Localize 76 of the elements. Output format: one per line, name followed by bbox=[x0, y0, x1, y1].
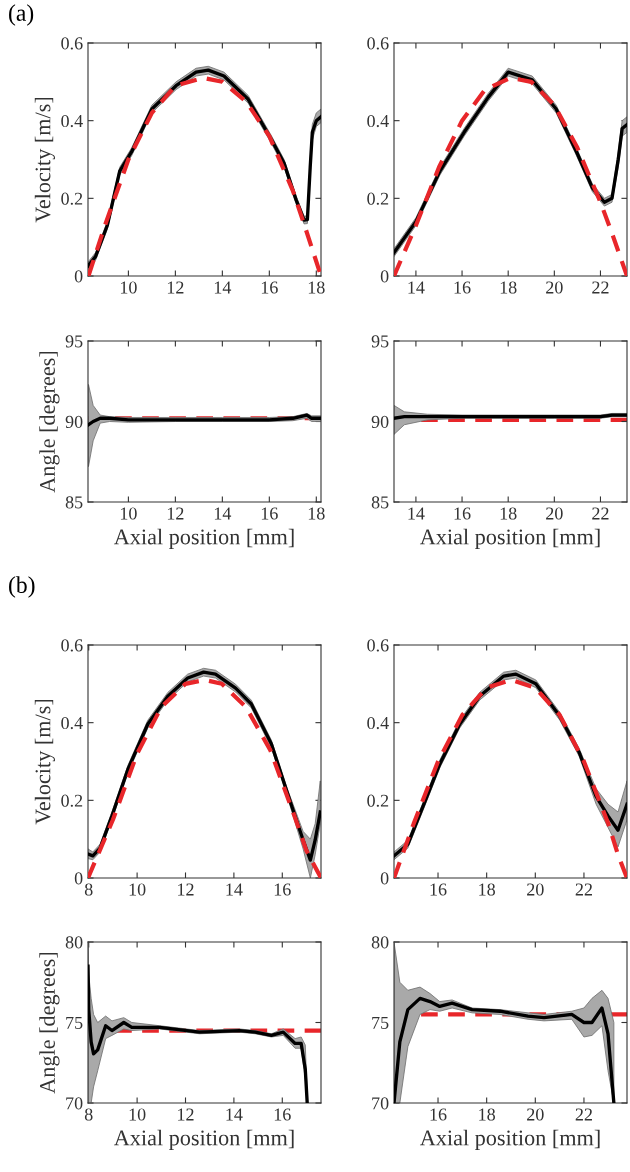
x-tick-label: 16 bbox=[454, 507, 471, 520]
x-tick-label: 16 bbox=[261, 507, 278, 520]
x-tick-label: 10 bbox=[120, 507, 137, 520]
y-tick-label: 85 bbox=[65, 496, 83, 509]
x-tick-label: 12 bbox=[178, 1108, 194, 1121]
x-tick-label: 10 bbox=[129, 1108, 146, 1121]
x-tick-label: 20 bbox=[527, 883, 544, 896]
y-axis-title: Velocity [m/s] bbox=[34, 699, 56, 825]
y-tick-label: 0.2 bbox=[367, 794, 389, 807]
y-tick-label: 0.4 bbox=[367, 716, 389, 730]
x-tick-label: 18 bbox=[308, 281, 325, 294]
y-tick-label: 0.2 bbox=[61, 192, 83, 205]
x-axis-title: Axial position [mm] bbox=[113, 1129, 294, 1150]
y-tick-label: 0.2 bbox=[367, 192, 389, 205]
x-tick-label: 22 bbox=[592, 507, 609, 520]
x-tick-label: 14 bbox=[214, 507, 232, 520]
y-tick-label: 0 bbox=[380, 270, 389, 283]
x-tick-label: 8 bbox=[84, 883, 93, 896]
x-tick-label: 12 bbox=[178, 883, 194, 896]
y-axis-title: Angle [degrees] bbox=[39, 952, 60, 1094]
x-tick-label: 16 bbox=[274, 883, 291, 896]
x-tick-label: 14 bbox=[408, 281, 425, 294]
y-tick-label: 0.6 bbox=[61, 37, 83, 50]
y-tick-label: 70 bbox=[66, 1097, 83, 1110]
y-axis-title: Angle [degrees] bbox=[39, 351, 60, 493]
y-tick-label: 0.4 bbox=[61, 114, 83, 128]
x-tick-label: 14 bbox=[214, 281, 232, 294]
x-tick-label: 12 bbox=[167, 507, 184, 520]
x-tick-label: 14 bbox=[408, 507, 425, 520]
y-tick-label: 95 bbox=[65, 335, 83, 348]
y-tick-label: 0.4 bbox=[61, 716, 83, 730]
y-tick-label: 0.4 bbox=[367, 114, 389, 128]
x-tick-label: 12 bbox=[167, 281, 184, 294]
y-tick-label: 0 bbox=[74, 872, 83, 885]
x-tick-label: 10 bbox=[120, 281, 137, 294]
x-tick-label: 22 bbox=[575, 883, 592, 896]
x-tick-label: 18 bbox=[479, 1108, 495, 1121]
y-tick-label: 0.6 bbox=[367, 37, 389, 50]
x-tick-label: 14 bbox=[226, 883, 243, 896]
y-tick-label: 90 bbox=[65, 415, 83, 428]
x-tick-label: 16 bbox=[261, 281, 278, 294]
x-tick-label: 20 bbox=[546, 507, 563, 520]
y-tick-label: 75 bbox=[372, 1016, 389, 1029]
y-tick-label: 90 bbox=[371, 415, 389, 428]
x-tick-label: 22 bbox=[592, 281, 609, 294]
x-tick-label: 16 bbox=[274, 1108, 291, 1121]
y-tick-label: 80 bbox=[371, 936, 389, 949]
y-tick-label: 95 bbox=[371, 335, 389, 348]
y-tick-label: 80 bbox=[65, 936, 83, 949]
text: (a) bbox=[9, 4, 34, 26]
x-tick-label: 16 bbox=[454, 281, 471, 294]
x-tick-label: 18 bbox=[500, 507, 517, 520]
x-tick-label: 16 bbox=[430, 883, 447, 896]
y-tick-label: 0 bbox=[380, 872, 389, 885]
x-axis-title: Axial position [mm] bbox=[419, 528, 600, 549]
x-tick-label: 20 bbox=[546, 281, 563, 294]
x-tick-label: 18 bbox=[308, 507, 325, 520]
x-tick-label: 8 bbox=[84, 1108, 93, 1121]
x-tick-label: 20 bbox=[527, 1108, 544, 1121]
y-axis-title: Velocity [m/s] bbox=[34, 97, 56, 223]
x-tick-label: 18 bbox=[479, 883, 495, 896]
x-tick-label: 22 bbox=[575, 1108, 592, 1121]
x-tick-label: 16 bbox=[430, 1108, 447, 1121]
x-axis-title: Axial position [mm] bbox=[113, 528, 294, 549]
y-tick-label: 85 bbox=[371, 496, 389, 509]
x-tick-label: 18 bbox=[500, 281, 517, 294]
y-tick-label: 0 bbox=[74, 270, 83, 283]
y-tick-label: 0.2 bbox=[61, 794, 83, 807]
y-tick-label: 75 bbox=[66, 1016, 83, 1029]
x-axis-title: Axial position [mm] bbox=[419, 1129, 600, 1150]
x-tick-label: 14 bbox=[226, 1108, 243, 1121]
y-tick-label: 0.6 bbox=[61, 639, 83, 652]
text: (b) bbox=[9, 576, 35, 598]
x-tick-label: 10 bbox=[129, 883, 146, 896]
y-tick-label: 0.6 bbox=[367, 639, 389, 652]
y-tick-label: 70 bbox=[372, 1097, 389, 1110]
